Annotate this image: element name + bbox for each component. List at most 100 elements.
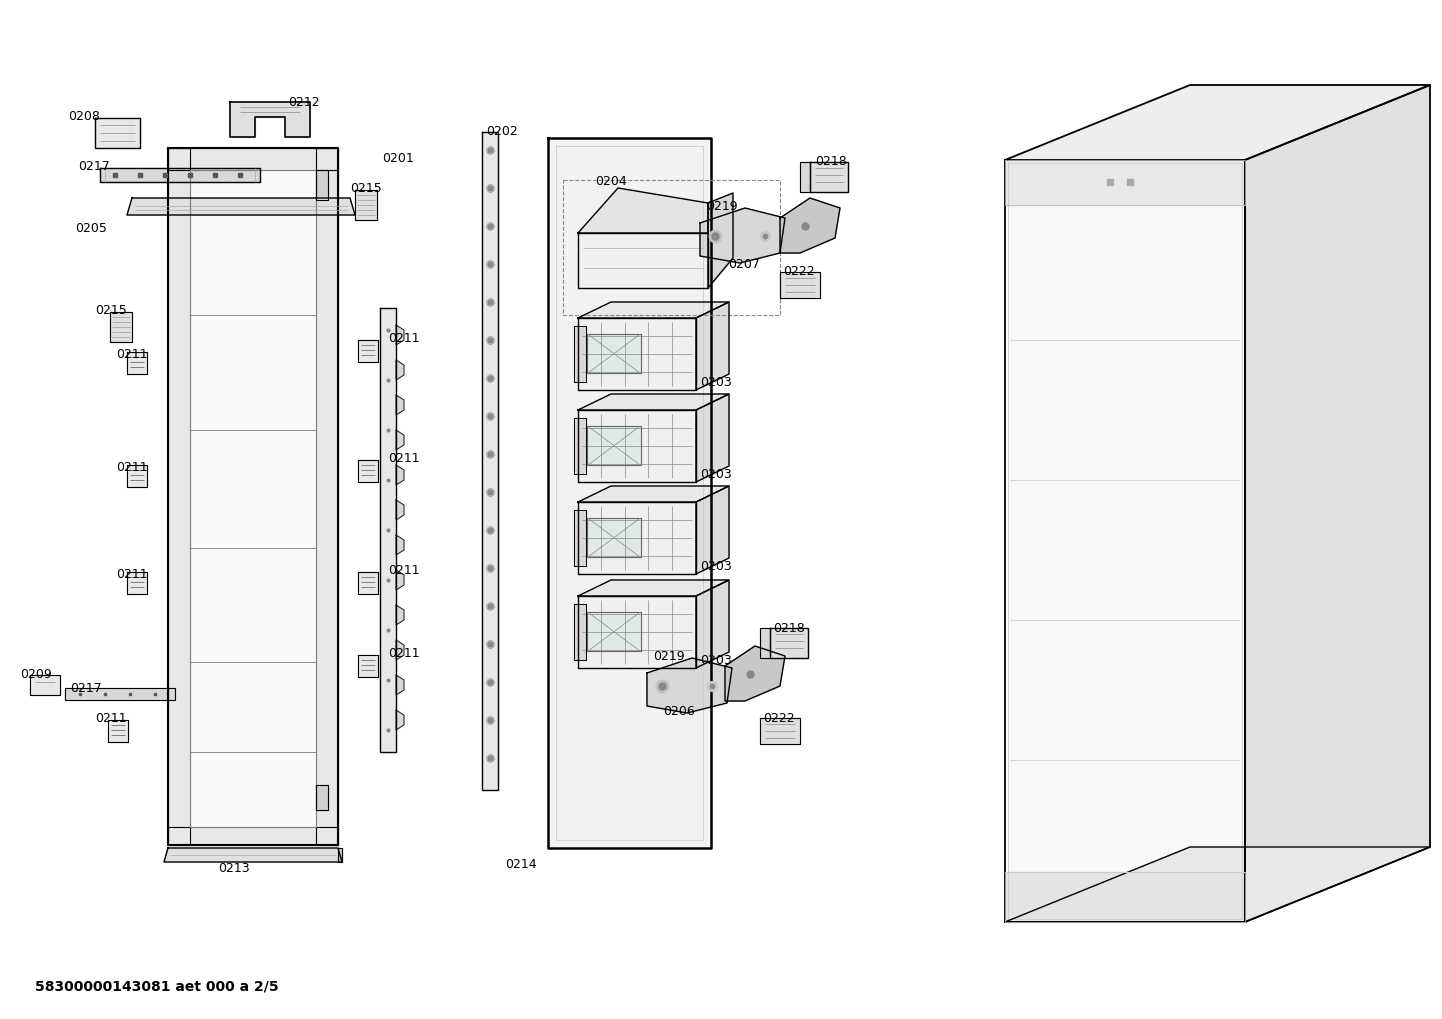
Polygon shape [231,102,310,137]
Text: 0208: 0208 [68,110,99,123]
Polygon shape [397,430,404,450]
Text: 0203: 0203 [699,560,731,573]
Text: 0211: 0211 [95,712,127,725]
Polygon shape [482,132,497,790]
Polygon shape [1005,160,1244,205]
Polygon shape [578,302,730,318]
Polygon shape [578,410,696,482]
Polygon shape [1005,85,1430,160]
Polygon shape [30,675,61,695]
Polygon shape [127,465,147,487]
Polygon shape [397,675,404,695]
Text: 0204: 0204 [596,175,627,187]
Polygon shape [574,326,585,382]
Polygon shape [397,360,404,380]
Polygon shape [110,312,133,342]
Polygon shape [780,198,841,253]
Polygon shape [760,628,770,658]
Polygon shape [578,394,730,410]
Text: 0201: 0201 [382,152,414,165]
Text: 0214: 0214 [505,858,536,871]
Text: 0202: 0202 [486,125,518,138]
Text: 0203: 0203 [699,376,731,389]
Text: 0218: 0218 [773,622,805,635]
Text: 0222: 0222 [783,265,815,278]
Polygon shape [190,170,316,827]
Polygon shape [358,460,378,482]
Polygon shape [578,318,696,390]
Polygon shape [397,395,404,415]
Polygon shape [164,848,342,862]
Text: 0218: 0218 [815,155,846,168]
Polygon shape [337,848,342,862]
Polygon shape [647,658,733,713]
Polygon shape [397,535,404,555]
Text: 0211: 0211 [388,332,420,345]
Text: 0219: 0219 [707,200,738,213]
Polygon shape [578,486,730,502]
Polygon shape [587,426,640,466]
Polygon shape [108,720,128,742]
Polygon shape [696,302,730,390]
Text: 0211: 0211 [388,564,420,577]
Polygon shape [587,518,640,557]
Text: 0207: 0207 [728,258,760,271]
Polygon shape [397,605,404,625]
Polygon shape [578,233,708,288]
Polygon shape [574,604,585,660]
Polygon shape [358,572,378,594]
Text: 58300000143081 aet 000 a 2/5: 58300000143081 aet 000 a 2/5 [35,980,278,994]
Text: 0209: 0209 [20,668,52,681]
Polygon shape [127,352,147,374]
Polygon shape [780,272,820,298]
Polygon shape [574,510,585,566]
Polygon shape [578,502,696,574]
Polygon shape [708,193,733,288]
Polygon shape [1005,872,1244,922]
Polygon shape [725,646,784,701]
Polygon shape [1005,847,1430,922]
Polygon shape [99,168,260,182]
Polygon shape [169,148,337,170]
Polygon shape [169,148,190,845]
Text: 0203: 0203 [699,654,731,667]
Text: 0211: 0211 [388,647,420,660]
Text: 0211: 0211 [115,348,147,361]
Text: 0215: 0215 [350,182,382,195]
Polygon shape [760,718,800,744]
Polygon shape [578,187,708,233]
Text: 0222: 0222 [763,712,795,725]
Polygon shape [578,580,730,596]
Text: 0203: 0203 [699,468,731,481]
Polygon shape [65,688,174,700]
Text: 0219: 0219 [653,650,685,663]
Polygon shape [169,148,337,845]
Polygon shape [358,655,378,677]
Text: 0211: 0211 [388,452,420,465]
Text: 0213: 0213 [218,862,249,875]
Text: 0215: 0215 [95,304,127,317]
Polygon shape [574,418,585,474]
Polygon shape [397,570,404,590]
Polygon shape [587,334,640,373]
Text: 0206: 0206 [663,705,695,718]
Polygon shape [770,628,808,658]
Text: 0211: 0211 [115,568,147,581]
Polygon shape [696,580,730,668]
Polygon shape [587,611,640,651]
Polygon shape [578,596,696,668]
Polygon shape [358,340,378,362]
Text: 0205: 0205 [75,222,107,235]
Polygon shape [316,785,327,810]
Polygon shape [699,208,784,263]
Polygon shape [397,710,404,730]
Polygon shape [355,190,376,220]
Polygon shape [1244,85,1430,922]
Text: 0217: 0217 [78,160,110,173]
Polygon shape [397,325,404,345]
Polygon shape [127,572,147,594]
Polygon shape [1008,163,1242,919]
Polygon shape [127,198,355,215]
Polygon shape [316,148,337,845]
Polygon shape [316,170,327,200]
